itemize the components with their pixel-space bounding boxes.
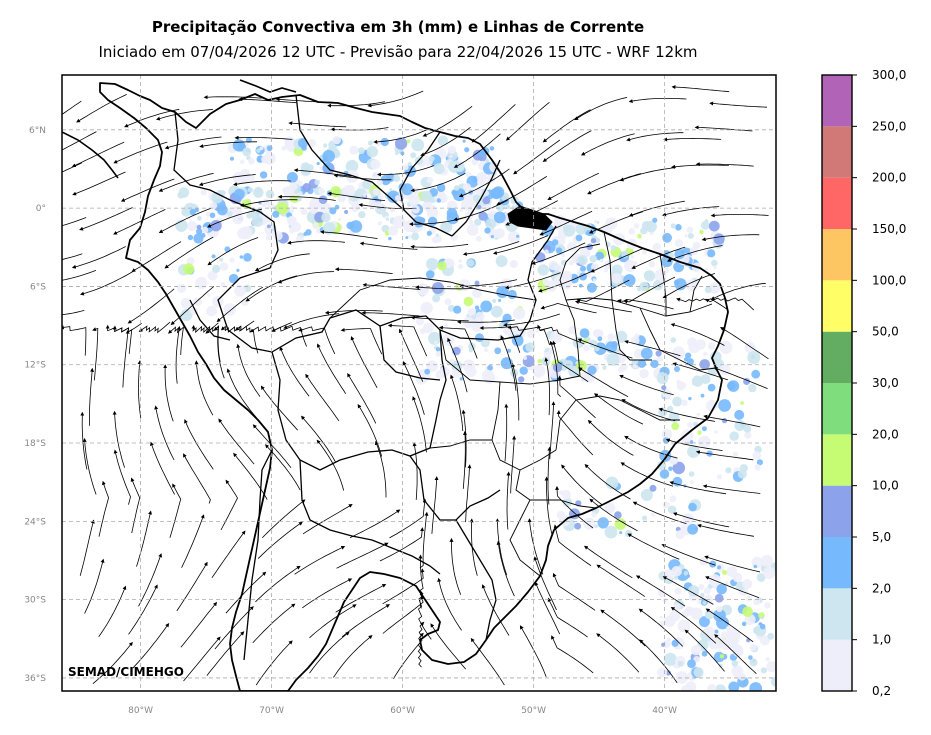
colorbar-label: 50,0: [872, 325, 899, 339]
map-gridlines: [62, 75, 776, 691]
colorbar-swatch: [822, 229, 852, 281]
country-borders: [173, 94, 557, 661]
central-america-outline: [62, 131, 119, 179]
colorbar-swatch: [822, 280, 852, 332]
lat-tick-label: 30°S: [24, 596, 46, 606]
map-frame: [61, 74, 777, 692]
chart-subtitle: Iniciado em 07/04/2026 12 UTC - Previsão…: [98, 43, 698, 61]
lon-tick-label: 80°W: [128, 706, 153, 716]
colorbar-swatch: [822, 383, 852, 435]
colorbar-label: 200,0: [872, 171, 906, 185]
lat-tick-label: 18°S: [24, 439, 46, 449]
caribbean-outline: [239, 79, 297, 93]
lat-tick-label: 6°N: [29, 126, 46, 136]
coastline-layer: [62, 79, 729, 691]
lon-tick-label: 60°W: [390, 706, 415, 716]
colorbar-swatch: [822, 485, 852, 537]
colorbar-label: 150,0: [872, 222, 906, 236]
colorbar-label: 1,0: [872, 633, 891, 647]
colorbar-label: 250,0: [872, 119, 906, 133]
colorbar-label: 10,0: [872, 479, 899, 493]
colorbar-swatch: [822, 537, 852, 589]
colorbar-swatch: [822, 331, 852, 383]
colorbar-label: 0,2: [872, 684, 891, 698]
colorbar-label: 2,0: [872, 581, 891, 595]
colorbar-swatch: [822, 434, 852, 486]
lat-tick-label: 24°S: [24, 517, 46, 527]
state-borders: [329, 231, 717, 577]
lat-tick-label: 12°S: [24, 361, 46, 371]
lat-tick-label: 36°S: [24, 674, 46, 684]
lat-tick-label: 6°S: [30, 282, 46, 292]
colorbar-label: 5,0: [872, 530, 891, 544]
lon-tick-label: 40°W: [652, 706, 677, 716]
colorbar-label: 300,0: [872, 68, 906, 82]
colorbar-swatch: [822, 639, 852, 691]
colorbar-swatch: [822, 588, 852, 640]
continent-outline: [99, 82, 729, 691]
credit-label: SEMAD/CIMEHGO: [68, 665, 184, 679]
map-plot: 6°N 0° 6°S 12°S 18°S 24°S 30°S 36°S 80°W 70°W 60°W…: [24, 74, 777, 716]
colorbar-swatch: [822, 75, 852, 127]
colorbar-label: 30,0: [872, 376, 899, 390]
precipitation-layer: [175, 135, 776, 691]
colorbar-label: 100,0: [872, 273, 906, 287]
colorbar-label: 20,0: [872, 427, 899, 441]
lon-tick-label: 50°W: [521, 706, 546, 716]
colorbar-swatch: [822, 177, 852, 229]
streamlines-layer: [62, 85, 769, 686]
lon-tick-label: 70°W: [259, 706, 284, 716]
lat-tick-label: 0°: [36, 204, 46, 214]
colorbar-swatch: [822, 126, 852, 178]
chart-title: Precipitação Convectiva em 3h (mm) e Lin…: [151, 18, 645, 36]
map-axis-ticks: 6°N 0° 6°S 12°S 18°S 24°S 30°S 36°S 80°W 70°W 60°W…: [24, 126, 677, 716]
